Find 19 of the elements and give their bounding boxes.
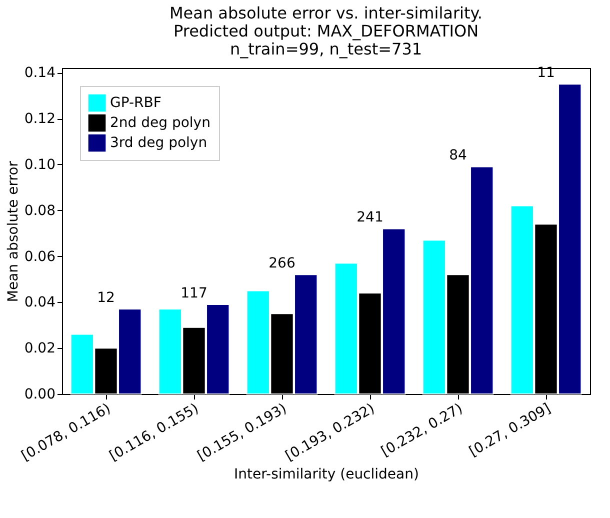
annotation: 12 bbox=[97, 290, 115, 306]
y-tick-label: 0.00 bbox=[24, 386, 56, 402]
annotation: 117 bbox=[180, 285, 208, 302]
x-axis-title: Inter-similarity (euclidean) bbox=[234, 466, 419, 483]
y-tick-label: 0.08 bbox=[24, 202, 56, 219]
y-tick-label: 0.04 bbox=[24, 294, 56, 311]
annotation: 241 bbox=[356, 210, 384, 226]
annotation: 84 bbox=[449, 148, 467, 164]
y-axis-title: Mean absolute error bbox=[5, 160, 22, 302]
y-tick-label: 0.14 bbox=[24, 65, 56, 82]
y-tick-label: 0.12 bbox=[24, 111, 56, 128]
legend-label: GP-RBF bbox=[110, 95, 162, 111]
y-tick-label: 0.10 bbox=[24, 156, 56, 173]
annotation: 266 bbox=[268, 256, 296, 272]
legend-label: 2nd deg polyn bbox=[110, 115, 210, 131]
legend-label: 3rd deg polyn bbox=[110, 135, 208, 151]
chart-title: Mean absolute error vs. inter-similarity. Predicted output: MAX_DEFORMATION n_train=99, n_test=731 bbox=[169, 4, 483, 59]
y-tick-label: 0.02 bbox=[24, 340, 56, 357]
y-tick-label: 0.06 bbox=[24, 248, 56, 265]
